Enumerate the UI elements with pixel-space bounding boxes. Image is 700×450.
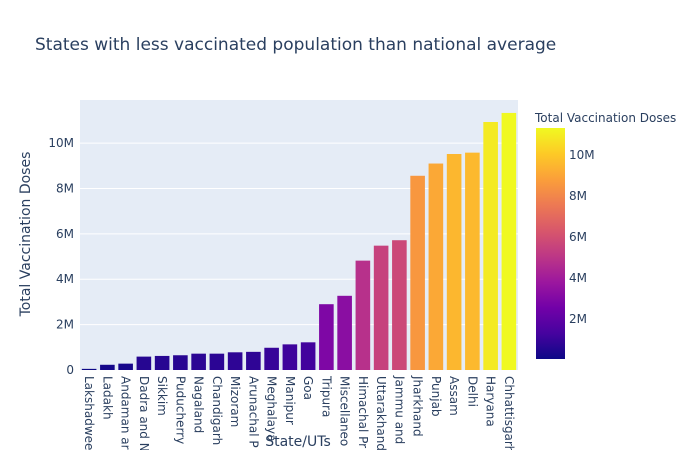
bar [428, 163, 444, 370]
x-tick-label: Chandigarh [210, 376, 224, 445]
x-tick-label: Jharkhand [411, 375, 425, 437]
x-tick-label: Miscellaneo [338, 376, 352, 446]
bar [246, 351, 261, 370]
bar [373, 245, 389, 370]
x-tick-label: Punjab [429, 376, 443, 417]
x-tick-label: Manipur [283, 376, 297, 425]
bar [136, 356, 152, 370]
bar [100, 364, 115, 370]
x-tick-label: Meghalaya [265, 376, 279, 441]
x-tick-label: Haryana [484, 376, 498, 427]
x-tick-label: Tripura [319, 375, 333, 417]
bar [319, 304, 334, 370]
bar [264, 347, 279, 370]
x-tick-label: Lakshadwee [82, 376, 96, 450]
y-axis-title: Total Vaccination Doses [18, 152, 34, 318]
y-tick-label: 0 [66, 363, 74, 377]
colorbar-tick-label: 10M [569, 148, 595, 162]
x-tick-label: Ladakh [100, 376, 114, 420]
bar [501, 112, 517, 370]
bar [227, 352, 243, 370]
x-tick-label: Delhi [465, 376, 479, 407]
x-tick-label: Mizoram [228, 376, 242, 427]
y-tick-label: 6M [56, 227, 74, 241]
colorbar-ticks: 2M 4M 6M 8M 10M [569, 148, 595, 326]
colorbar-tick-label: 6M [569, 230, 587, 244]
x-tick-label: Dadra and N [137, 376, 151, 450]
bar [483, 122, 498, 371]
bar [465, 152, 480, 370]
x-tick-label: Jammu and [392, 375, 406, 444]
x-tick-label: Arunachal P [246, 376, 260, 448]
bar [337, 295, 352, 370]
chart-title: States with less vaccinated population t… [35, 35, 556, 55]
bar [173, 355, 188, 370]
x-tick-label: Andaman ar [119, 376, 133, 450]
bar [300, 342, 316, 370]
x-tick-label: Goa [301, 376, 315, 400]
gridlines [80, 142, 518, 326]
colorbar-tick-label: 4M [569, 271, 587, 285]
bar [191, 353, 206, 370]
bars [81, 112, 517, 371]
y-axis-ticks: 0 2M 4M 6M 8M 10M [48, 136, 74, 377]
colorbar: Total Vaccination Doses 2M 4M 6M 8M 10M [534, 111, 676, 359]
x-axis-title: State/UTs [265, 434, 331, 450]
x-tick-label: Uttarakhand [374, 376, 388, 450]
bar [81, 368, 97, 370]
colorbar-title: Total Vaccination Doses [534, 111, 676, 125]
x-tick-label: Puducherry [173, 376, 187, 444]
x-tick-label: Chhattisgarh [502, 376, 516, 450]
bar [209, 353, 225, 370]
bar [118, 363, 133, 370]
bar [446, 154, 462, 370]
bar [410, 175, 425, 370]
x-tick-label: Nagaland [192, 376, 206, 433]
x-tick-label: Sikkim [155, 376, 169, 416]
colorbar-gradient [536, 128, 565, 359]
bar [154, 355, 170, 370]
colorbar-tick-label: 2M [569, 312, 587, 326]
y-tick-label: 4M [56, 272, 74, 286]
bar [355, 260, 371, 370]
y-tick-label: 10M [48, 136, 74, 150]
y-tick-label: 2M [56, 318, 74, 332]
bar [282, 344, 298, 370]
x-axis-ticks: Lakshadwee Ladakh Andaman ar Dadra and N Sik… [82, 375, 516, 450]
x-tick-label: Assam [447, 376, 461, 416]
x-tick-label: Himachal Pr [356, 376, 370, 448]
bar [392, 240, 407, 370]
colorbar-tick-label: 8M [569, 189, 587, 203]
y-tick-label: 8M [56, 181, 74, 195]
